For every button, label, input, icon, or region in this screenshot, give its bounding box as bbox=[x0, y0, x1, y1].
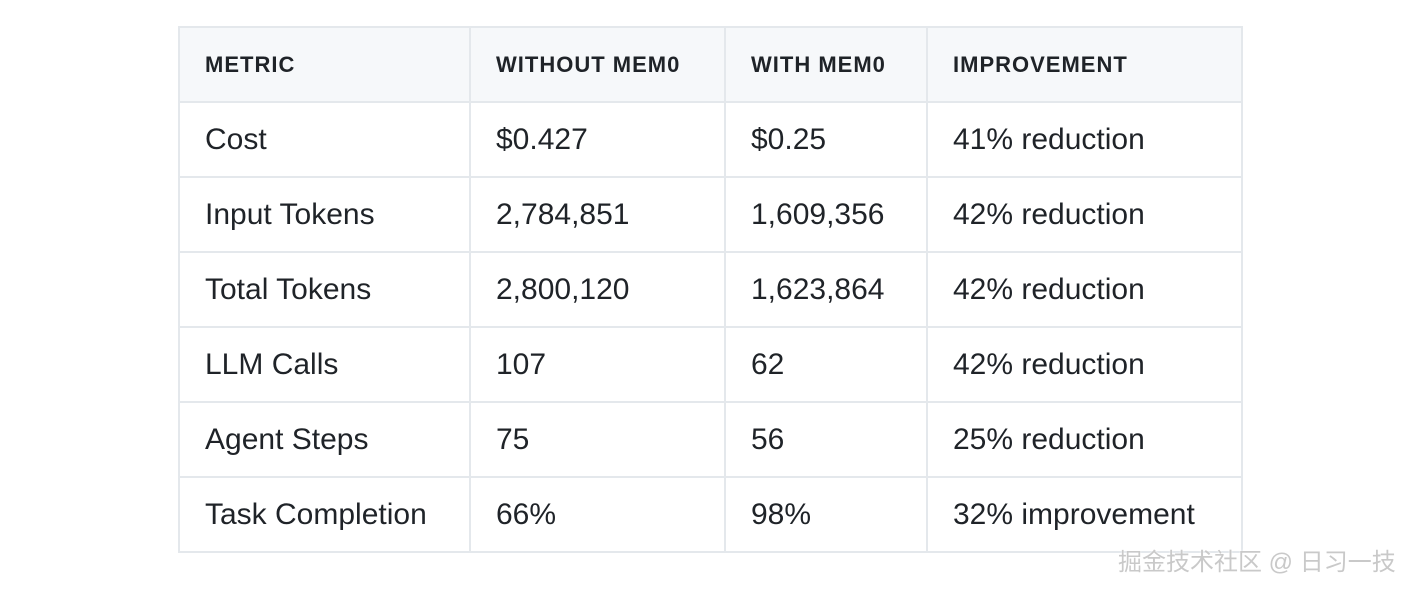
table-row: Cost $0.427 $0.25 41% reduction bbox=[178, 101, 1243, 178]
table-row: Agent Steps 75 56 25% reduction bbox=[178, 401, 1243, 478]
table-cell: 2,800,120 bbox=[469, 251, 726, 328]
table-row: Task Completion 66% 98% 32% improvement bbox=[178, 476, 1243, 553]
table-cell: 62 bbox=[724, 326, 928, 403]
table-row: Total Tokens 2,800,120 1,623,864 42% reduct… bbox=[178, 251, 1243, 328]
table-cell: 42% reduction bbox=[926, 176, 1243, 253]
table-cell: Task Completion bbox=[178, 476, 471, 553]
metrics-table: METRIC WITHOUT MEM0 WITH MEM0 IMPROVEMENT C… bbox=[178, 26, 1243, 553]
table-body: Cost $0.427 $0.25 41% reduction Input Tokens… bbox=[178, 101, 1243, 553]
table-cell: 2,784,851 bbox=[469, 176, 726, 253]
table-cell: 107 bbox=[469, 326, 726, 403]
table-cell: 41% reduction bbox=[926, 101, 1243, 178]
table-cell: LLM Calls bbox=[178, 326, 471, 403]
table-head: METRIC WITHOUT MEM0 WITH MEM0 IMPROVEMENT bbox=[178, 26, 1243, 103]
table-cell: 1,623,864 bbox=[724, 251, 928, 328]
table-cell: Input Tokens bbox=[178, 176, 471, 253]
header-cell: IMPROVEMENT bbox=[926, 26, 1243, 103]
header-row: METRIC WITHOUT MEM0 WITH MEM0 IMPROVEMENT bbox=[178, 26, 1243, 103]
table-cell: 66% bbox=[469, 476, 726, 553]
table-cell: 42% reduction bbox=[926, 326, 1243, 403]
table-cell: 75 bbox=[469, 401, 726, 478]
watermark: 掘金技术社区 @ 日习一技 bbox=[1118, 549, 1396, 576]
table-cell: 98% bbox=[724, 476, 928, 553]
table-cell: $0.427 bbox=[469, 101, 726, 178]
table-cell: Agent Steps bbox=[178, 401, 471, 478]
table-cell: 25% reduction bbox=[926, 401, 1243, 478]
table-cell: 32% improvement bbox=[926, 476, 1243, 553]
table-row: Input Tokens 2,784,851 1,609,356 42% reduct… bbox=[178, 176, 1243, 253]
header-cell: WITHOUT MEM0 bbox=[469, 26, 726, 103]
table-cell: $0.25 bbox=[724, 101, 928, 178]
table-row: LLM Calls 107 62 42% reduction bbox=[178, 326, 1243, 403]
table-cell: Total Tokens bbox=[178, 251, 471, 328]
table-cell: 42% reduction bbox=[926, 251, 1243, 328]
header-cell: WITH MEM0 bbox=[724, 26, 928, 103]
table-cell: Cost bbox=[178, 101, 471, 178]
table-cell: 1,609,356 bbox=[724, 176, 928, 253]
header-cell: METRIC bbox=[178, 26, 471, 103]
table-cell: 56 bbox=[724, 401, 928, 478]
